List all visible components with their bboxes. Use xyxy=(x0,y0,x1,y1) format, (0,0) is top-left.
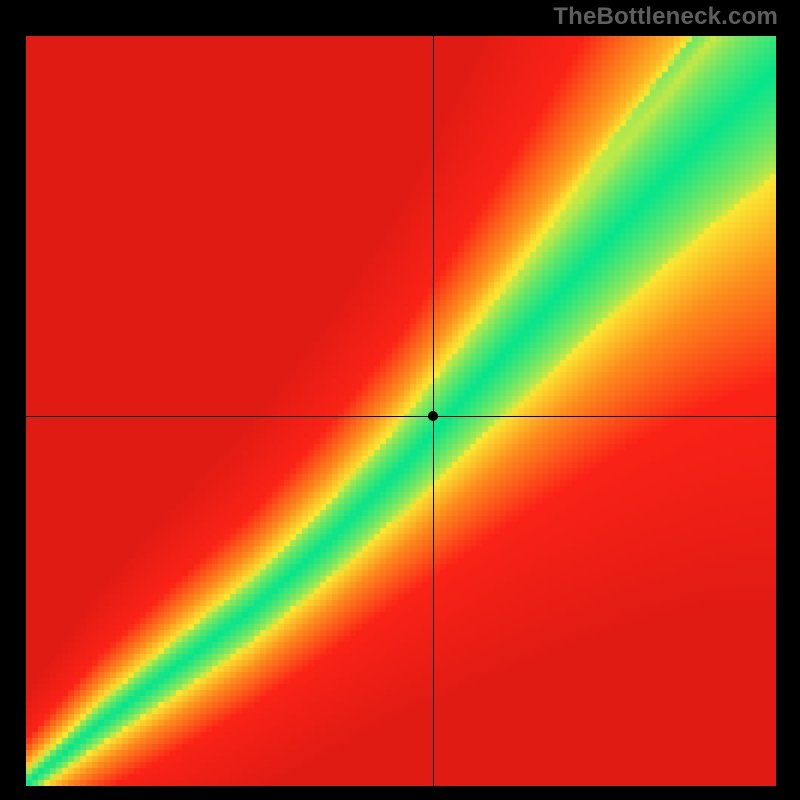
heatmap-canvas xyxy=(26,36,776,786)
crosshair-point-marker xyxy=(428,411,438,421)
crosshair-horizontal xyxy=(26,416,776,417)
chart-container: TheBottleneck.com xyxy=(0,0,800,800)
plot-area xyxy=(26,36,776,786)
watermark-text: TheBottleneck.com xyxy=(553,3,778,31)
